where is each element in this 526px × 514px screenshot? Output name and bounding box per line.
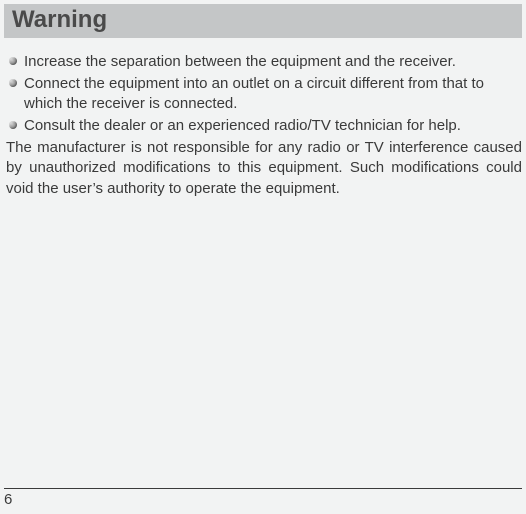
page-footer: 6 (4, 488, 522, 508)
list-item: Connect the equipment into an outlet on … (6, 74, 522, 115)
bullet-text: Connect the equipment into an outlet on … (24, 75, 484, 113)
list-item: Consult the dealer or an experienced rad… (6, 116, 522, 137)
bullet-list: Increase the separation between the equi… (6, 52, 522, 137)
content-area: Increase the separation between the equi… (0, 38, 526, 200)
bullet-icon (9, 57, 17, 65)
page-number: 6 (4, 491, 522, 508)
bullet-text: Consult the dealer or an experienced rad… (24, 117, 461, 134)
footer-rule (4, 488, 522, 489)
bullet-icon (9, 121, 17, 129)
body-paragraph: The manufacturer is not responsible for … (6, 138, 522, 200)
bullet-text: Increase the separation between the equi… (24, 53, 456, 70)
bullet-icon (9, 79, 17, 87)
page-title: Warning (12, 6, 514, 34)
list-item: Increase the separation between the equi… (6, 52, 522, 73)
heading-bar: Warning (4, 4, 522, 38)
